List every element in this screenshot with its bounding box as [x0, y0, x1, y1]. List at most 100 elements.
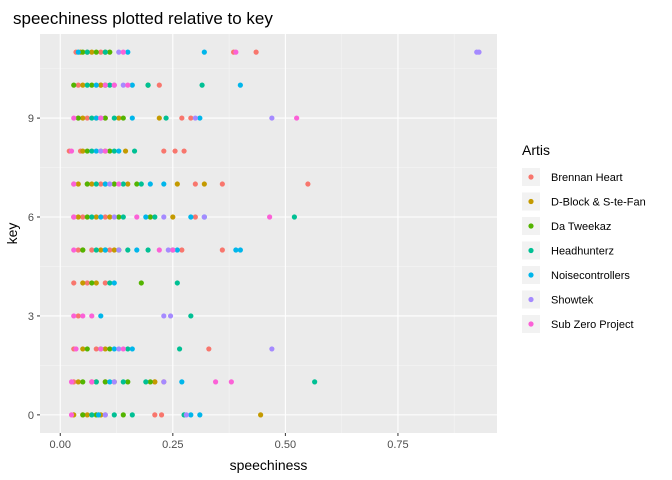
data-point — [179, 379, 185, 385]
data-point — [125, 181, 131, 187]
data-point — [158, 412, 165, 418]
grid-major — [40, 34, 497, 433]
data-point — [253, 49, 259, 55]
data-point — [107, 181, 113, 187]
legend-label: D-Block & S-te-Fan — [551, 197, 646, 209]
data-point — [107, 49, 113, 55]
data-point — [152, 412, 158, 418]
data-point — [98, 148, 104, 154]
data-point — [107, 148, 113, 154]
data-point — [188, 412, 194, 418]
legend-label: Noisecontrollers — [551, 270, 630, 282]
data-point — [212, 379, 219, 385]
data-point — [188, 115, 194, 121]
data-point — [269, 346, 275, 352]
data-point — [93, 379, 99, 385]
data-point — [174, 280, 180, 286]
data-point — [89, 412, 95, 418]
legend: Artis Brennan Heart D-Block & S-te-Fan Da … — [522, 142, 646, 333]
legend-items: Brennan Heart D-Block & S-te-Fan Da Tweeka… — [522, 168, 646, 333]
data-point — [129, 115, 135, 121]
data-point — [93, 49, 99, 55]
data-point — [188, 313, 194, 319]
x-axis-title: speechiness — [230, 457, 308, 473]
data-point — [156, 115, 162, 121]
data-point — [102, 82, 108, 88]
data-point — [143, 379, 149, 385]
data-point — [98, 181, 104, 187]
data-point — [179, 115, 185, 121]
data-point — [80, 313, 86, 319]
data-point — [201, 49, 207, 55]
data-point — [89, 247, 95, 253]
data-point — [165, 247, 171, 253]
data-point — [116, 148, 122, 154]
data-point — [116, 214, 122, 220]
data-point — [122, 148, 129, 154]
data-point — [89, 379, 95, 385]
data-point — [312, 379, 318, 385]
data-point — [267, 214, 273, 220]
data-point — [80, 280, 86, 286]
data-point — [98, 247, 104, 253]
data-point — [95, 412, 102, 418]
data-point — [156, 247, 162, 253]
data-point — [102, 346, 108, 352]
data-point — [102, 115, 108, 121]
data-point — [93, 82, 99, 88]
data-point — [107, 82, 113, 88]
y-axis-title: key — [4, 223, 20, 245]
data-point — [89, 181, 95, 187]
data-point — [120, 412, 126, 418]
legend-marker — [528, 296, 534, 303]
data-point — [129, 346, 135, 352]
y-tick-label: 3 — [28, 311, 34, 323]
data-point — [120, 82, 126, 88]
data-point — [120, 115, 126, 121]
data-point — [75, 49, 81, 55]
chart-title: speechiness plotted relative to key — [13, 9, 273, 28]
data-point — [89, 214, 95, 220]
data-point — [258, 412, 264, 418]
data-point — [111, 214, 117, 220]
y-tick-label: 6 — [28, 212, 34, 224]
data-point — [93, 115, 99, 121]
data-point — [98, 313, 104, 319]
data-point — [89, 82, 95, 88]
plot-panel — [40, 34, 497, 433]
data-point — [125, 379, 131, 385]
legend-label: Da Tweekaz — [551, 221, 611, 233]
data-point — [120, 379, 126, 385]
data-point — [71, 313, 77, 319]
x-tick-label: 0.50 — [275, 439, 296, 451]
data-point — [138, 280, 144, 286]
data-point — [125, 49, 131, 55]
data-point — [107, 280, 113, 286]
data-point — [163, 115, 169, 121]
data-point — [102, 412, 108, 418]
data-point — [71, 115, 77, 121]
data-point — [80, 148, 86, 154]
data-point — [98, 82, 104, 88]
data-point — [120, 214, 126, 220]
data-point — [170, 214, 176, 220]
data-point — [80, 412, 86, 418]
legend-marker — [528, 321, 534, 327]
data-point — [71, 280, 77, 286]
data-point — [125, 247, 131, 253]
data-point — [107, 379, 113, 385]
data-point — [125, 82, 131, 88]
data-point — [143, 214, 149, 220]
data-point — [147, 181, 153, 187]
legend-marker — [528, 272, 534, 278]
data-point — [192, 214, 198, 220]
data-point — [116, 181, 122, 187]
data-point — [80, 346, 86, 352]
data-point — [197, 115, 203, 121]
data-point — [89, 313, 95, 319]
data-point — [134, 247, 140, 253]
data-point — [197, 412, 203, 418]
data-point — [89, 148, 95, 154]
data-point — [179, 247, 185, 253]
y-tick-label: 9 — [28, 113, 34, 125]
